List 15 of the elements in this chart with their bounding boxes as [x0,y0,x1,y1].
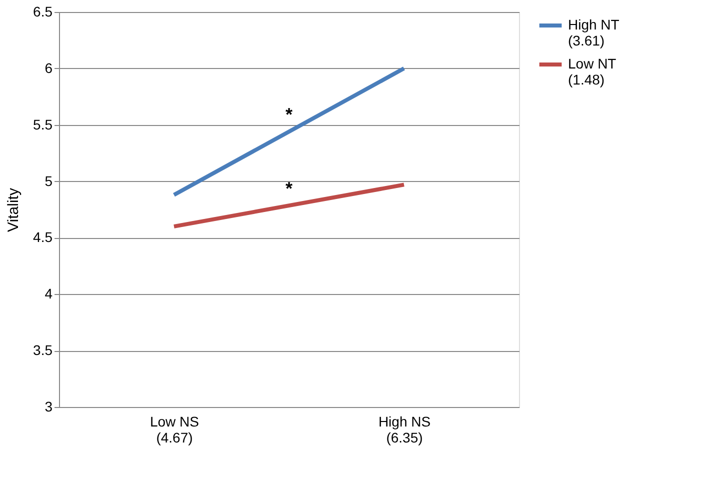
annotation: * [285,104,293,125]
y-tick-label: 3 [44,398,53,414]
y-tick-label: 6 [44,60,53,76]
y-tick-label: 4.5 [33,229,53,246]
legend-label: Low NT (1.48) [568,56,617,88]
legend-label: High NT (3.61) [568,16,620,48]
x-tick-label: Low NS (4.67) [150,414,200,446]
y-tick-label: 5 [44,172,53,189]
annotation: * [285,178,293,199]
y-tick-label: 6.5 [33,4,53,20]
x-tick-label: High NS (6.35) [378,414,431,446]
y-axis-title: Vitality [5,188,22,232]
y-tick-label: 4 [44,286,53,302]
y-tick-label: 3.5 [33,342,53,358]
y-tick-label: 5.5 [33,116,53,132]
